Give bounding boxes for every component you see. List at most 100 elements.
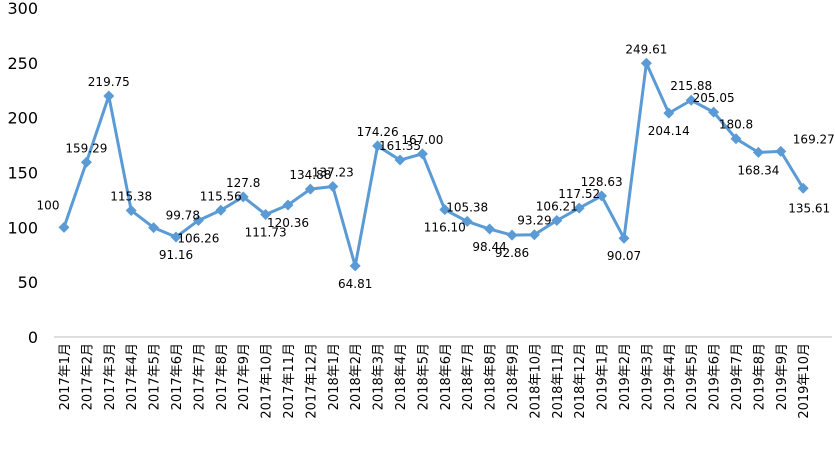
data-point-marker xyxy=(551,215,563,227)
x-tick-label: 2018年11月 xyxy=(551,343,566,419)
data-label: 215.88 xyxy=(670,79,712,93)
y-tick-label: 200 xyxy=(7,109,38,128)
data-label: 98.44 xyxy=(472,240,506,254)
data-label: 137.23 xyxy=(312,165,354,179)
data-point-marker xyxy=(372,140,384,152)
data-label: 180.8 xyxy=(719,118,753,132)
data-label: 64.81 xyxy=(338,277,372,291)
data-point-marker xyxy=(439,204,451,216)
data-point-marker xyxy=(103,90,115,102)
y-tick-label: 50 xyxy=(18,273,38,292)
data-point-marker xyxy=(663,107,675,119)
data-label: 134.88 xyxy=(289,168,331,182)
x-tick-label: 2018年10月 xyxy=(528,343,543,419)
data-label: 167.00 xyxy=(401,133,443,147)
data-point-marker xyxy=(573,202,585,214)
x-tick-label: 2017年12月 xyxy=(304,343,319,419)
data-label: 128.63 xyxy=(581,175,623,189)
data-label: 249.61 xyxy=(625,42,667,56)
data-label: 115.38 xyxy=(110,189,152,203)
data-point-marker xyxy=(80,156,92,168)
x-tick-label: 2018年2月 xyxy=(349,343,364,410)
data-label: 159.29 xyxy=(65,141,107,155)
data-point-marker xyxy=(260,208,272,220)
data-point-marker xyxy=(327,180,339,192)
x-tick-label: 2018年12月 xyxy=(573,343,588,419)
x-tick-label: 2018年3月 xyxy=(372,343,387,410)
data-point-marker xyxy=(304,183,316,195)
x-tick-label: 2019年9月 xyxy=(775,343,790,410)
data-point-marker xyxy=(775,145,787,157)
data-point-marker xyxy=(596,190,608,202)
data-point-marker xyxy=(730,133,742,145)
x-tick-label: 2018年7月 xyxy=(461,343,476,410)
x-tick-label: 2018年5月 xyxy=(416,343,431,410)
y-tick-label: 300 xyxy=(7,0,38,18)
data-label: 115.56 xyxy=(200,189,242,203)
x-tick-label: 2019年1月 xyxy=(596,343,611,410)
x-axis-ticks: 2017年1月 2017年2月 2017年3月 2017年4月 2017年5月 2017年… xyxy=(58,343,812,419)
data-label: 92.86 xyxy=(495,246,529,260)
data-point-marker xyxy=(125,204,137,216)
data-point-marker xyxy=(394,154,406,166)
data-label: 135.61 xyxy=(788,201,830,215)
x-tick-label: 2018年4月 xyxy=(394,343,409,410)
x-tick-label: 2017年6月 xyxy=(170,343,185,410)
data-point-marker xyxy=(192,214,204,226)
data-label: 204.14 xyxy=(648,124,690,138)
data-label: 105.38 xyxy=(446,200,488,214)
x-tick-label: 2019年3月 xyxy=(640,343,655,410)
data-point-marker xyxy=(148,222,160,234)
data-label: 106.21 xyxy=(536,200,578,214)
data-label: 116.10 xyxy=(424,221,466,235)
series-markers xyxy=(58,57,809,272)
data-label: 99.78 xyxy=(166,209,200,223)
x-tick-label: 2018年6月 xyxy=(439,343,454,410)
y-tick-label: 0 xyxy=(28,328,38,347)
data-point-marker xyxy=(282,199,294,211)
data-point-marker xyxy=(752,146,764,158)
data-point-marker xyxy=(349,260,361,272)
data-label: 120.36 xyxy=(267,216,309,230)
data-point-marker xyxy=(506,229,518,241)
x-tick-label: 2017年9月 xyxy=(237,343,252,410)
y-tick-label: 150 xyxy=(7,163,38,182)
data-label: 161.35 xyxy=(379,139,421,153)
data-point-marker xyxy=(528,229,540,241)
data-label: 91.16 xyxy=(159,248,193,262)
data-label: 127.8 xyxy=(226,176,260,190)
x-tick-label: 2019年7月 xyxy=(730,343,745,410)
series-line xyxy=(62,61,805,268)
x-tick-label: 2017年1月 xyxy=(58,343,73,410)
x-tick-label: 2017年7月 xyxy=(192,343,207,410)
data-label: 205.05 xyxy=(693,91,735,105)
y-tick-label: 250 xyxy=(7,54,38,73)
x-tick-label: 2017年11月 xyxy=(282,343,297,419)
x-tick-label: 2019年6月 xyxy=(708,343,723,410)
x-tick-label: 2019年8月 xyxy=(752,343,767,410)
data-label: 219.75 xyxy=(88,75,130,89)
x-tick-label: 2019年4月 xyxy=(663,343,678,410)
x-tick-label: 2019年5月 xyxy=(685,343,700,410)
data-point-marker xyxy=(237,191,249,203)
data-label: 117.52 xyxy=(558,187,600,201)
data-point-marker xyxy=(685,94,697,106)
data-point-marker xyxy=(170,231,182,243)
x-tick-label: 2017年10月 xyxy=(260,343,275,419)
data-point-marker xyxy=(416,148,428,160)
y-axis-ticks: 0 50 100 150 200 250 300 xyxy=(7,0,38,347)
data-label: 106.26 xyxy=(177,231,219,245)
data-point-marker xyxy=(215,204,227,216)
data-label: 169.27 xyxy=(793,132,835,146)
data-point-marker xyxy=(640,57,652,69)
x-tick-label: 2017年8月 xyxy=(215,343,230,410)
x-tick-label: 2017年5月 xyxy=(148,343,163,410)
x-tick-label: 2017年2月 xyxy=(80,343,95,410)
x-tick-label: 2017年3月 xyxy=(103,343,118,410)
data-point-marker xyxy=(618,232,630,244)
data-label: 100 xyxy=(37,198,60,212)
data-label: 93.29 xyxy=(517,214,551,228)
data-label: 90.07 xyxy=(607,249,641,263)
data-point-marker xyxy=(484,223,496,235)
